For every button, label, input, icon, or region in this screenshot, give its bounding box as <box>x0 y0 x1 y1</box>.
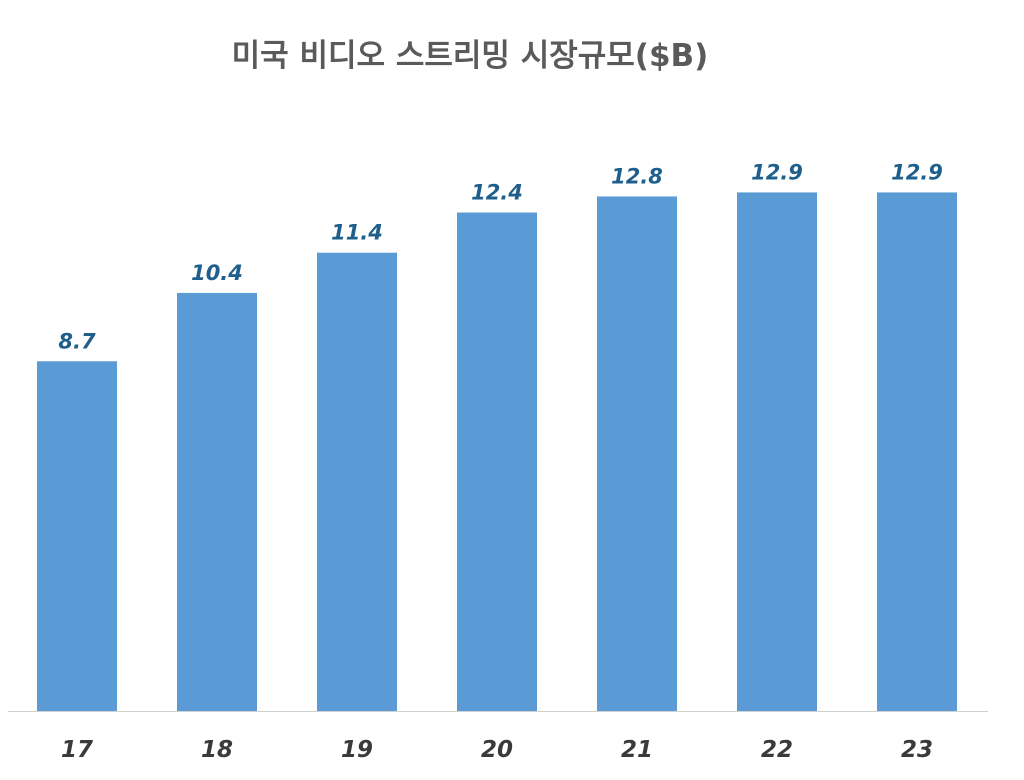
x-tick-label-18: 18 <box>201 737 233 763</box>
data-label-20: 12.4 <box>471 181 523 205</box>
bar-22 <box>737 192 817 712</box>
data-label-17: 8.7 <box>58 329 96 353</box>
x-tick-label-21: 21 <box>621 737 653 763</box>
data-label-22: 12.9 <box>751 160 803 184</box>
data-label-18: 10.4 <box>191 261 243 285</box>
x-tick-label-17: 17 <box>61 737 93 763</box>
bar-18 <box>177 292 257 711</box>
bar-20 <box>457 212 537 711</box>
bar-21 <box>597 196 677 711</box>
data-label-19: 11.4 <box>331 221 383 245</box>
x-tick-label-22: 22 <box>761 737 793 763</box>
x-tick-label-23: 23 <box>901 737 933 763</box>
bar-23 <box>877 192 957 712</box>
bar-19 <box>317 252 397 711</box>
x-tick-label-20: 20 <box>481 737 513 763</box>
chart-title: 미국 비디오 스트리밍 시장규모($B) <box>231 38 709 74</box>
bar-17 <box>37 361 117 711</box>
x-tick-label-19: 19 <box>341 737 373 763</box>
data-label-23: 12.9 <box>891 160 943 184</box>
data-label-21: 12.8 <box>611 164 663 188</box>
